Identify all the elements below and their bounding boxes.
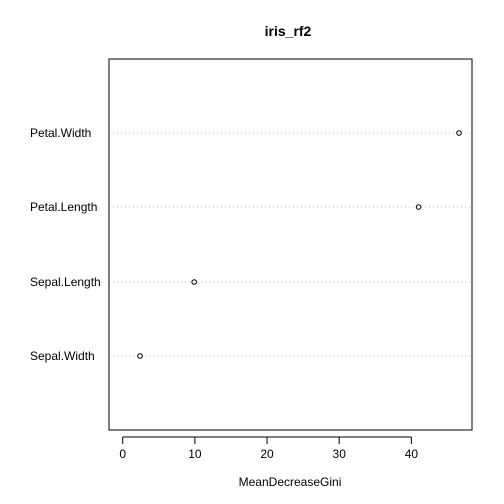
plot-frame <box>108 58 473 431</box>
category-label-petal-width: Petal.Width <box>30 126 91 140</box>
x-tick-label: 30 <box>333 447 347 461</box>
data-points <box>137 130 462 359</box>
category-labels: Petal.Width Petal.Length Sepal.Length Sepal… <box>30 126 101 363</box>
x-tick-label: 10 <box>188 447 202 461</box>
x-tick-label: 0 <box>119 447 126 461</box>
category-label-sepal-width: Sepal.Width <box>30 349 95 363</box>
x-tick-label: 40 <box>405 447 419 461</box>
chart-title: iris_rf2 <box>265 23 312 39</box>
category-label-sepal-length: Sepal.Length <box>30 275 101 289</box>
x-axis: 0 10 20 30 40 <box>119 436 419 461</box>
point-sepal-length <box>191 279 197 285</box>
gridlines <box>109 132 472 357</box>
category-label-petal-length: Petal.Length <box>30 200 97 214</box>
point-petal-width <box>456 130 462 136</box>
point-petal-length <box>415 204 422 210</box>
point-sepal-width <box>137 353 143 359</box>
x-tick-label: 20 <box>260 447 274 461</box>
x-axis-title: MeanDecreaseGini <box>239 475 342 489</box>
